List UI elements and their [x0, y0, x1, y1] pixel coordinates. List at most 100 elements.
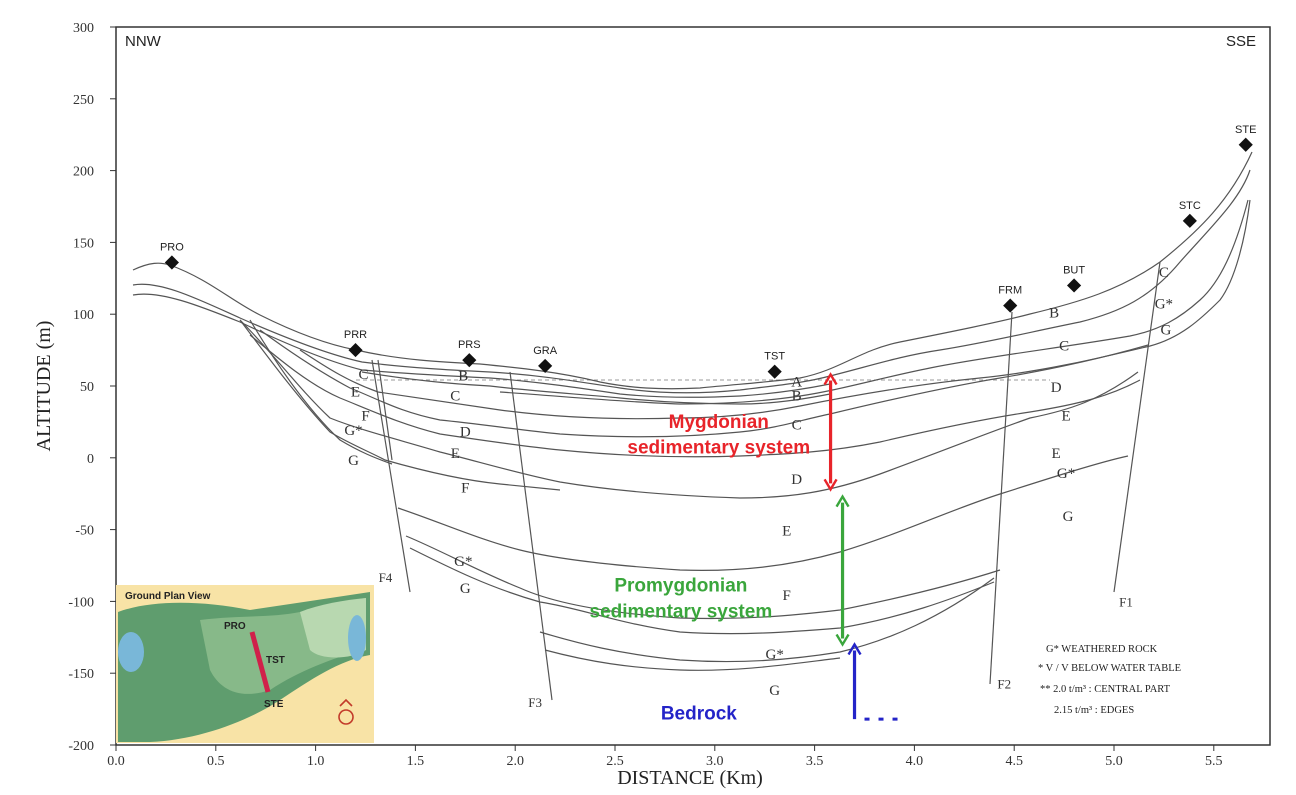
borehole-label: FRM [998, 285, 1022, 297]
layer-label: D [1051, 380, 1062, 396]
north-arrow-circle [338, 709, 354, 725]
layer-label: G [1160, 323, 1171, 339]
borehole-diamond [462, 353, 477, 368]
layer-label: F [461, 481, 469, 497]
x-tick-label: 1.0 [307, 754, 325, 769]
layer-label: D [460, 425, 471, 441]
x-tick-label: 3.5 [806, 754, 824, 769]
north-arrow-pointer [339, 698, 353, 707]
boundary-F-Gstar [239, 319, 561, 491]
layer-label: E [451, 446, 460, 462]
layer-label: D [791, 472, 802, 488]
y-tick-label: 300 [73, 21, 94, 36]
boundary-D-E [249, 334, 1141, 458]
layer-label: C [1059, 338, 1069, 354]
borehole-markers: PRO PRR PRS GRA TST FRM BUT STC STE [160, 124, 1256, 379]
legend-line-4: 2.15 t/m³ : EDGES [1054, 705, 1134, 716]
fault-label: F4 [379, 570, 393, 585]
y-tick-label: 200 [73, 165, 94, 180]
x-tick-label: 2.0 [506, 754, 524, 769]
fault-line-F4-b [377, 359, 393, 461]
fault-lines [371, 261, 1161, 701]
bedrock-annotation: Bedrock [661, 642, 899, 724]
layer-label: G* [454, 554, 472, 570]
boundary-2 [132, 293, 831, 398]
fault-line-F2 [989, 311, 1013, 685]
layer-label: C [358, 367, 368, 383]
layer-label: B [792, 389, 802, 405]
ground-surface-line [132, 151, 1253, 390]
borehole-label: TST [764, 351, 785, 363]
bedrock-label: Bedrock [661, 703, 737, 724]
layer-label: E [1062, 409, 1071, 425]
system-label-line1: Mygdonian [669, 412, 769, 433]
sedimentary-systems: Mygdonian sedimentary system Promygdonian s… [590, 372, 850, 647]
borehole-diamond [1182, 213, 1197, 228]
borehole-diamond [538, 358, 553, 373]
boundary-Gstar-G-deep-2 [539, 577, 995, 663]
inset-lake-east [348, 615, 366, 661]
layer-label: G* [344, 423, 362, 439]
y-tick-label: 0 [87, 452, 94, 467]
borehole-diamond [348, 343, 363, 358]
layer-label: G* [1057, 466, 1075, 482]
system-arrow-1-head-bottom [835, 633, 850, 647]
borehole-diamond [1238, 137, 1253, 152]
x-tick-label: 1.5 [407, 754, 425, 769]
boundary-A-B [499, 199, 1249, 405]
x-tick-label: 0.5 [207, 754, 225, 769]
borehole-diamond [1067, 278, 1082, 293]
layer-label: C [792, 417, 802, 433]
legend-line-1: G* WEATHERED ROCK [1046, 644, 1158, 655]
y-tick-label: -150 [68, 667, 94, 682]
borehole-label: STE [1235, 124, 1256, 136]
inset-label-tst: TST [266, 655, 285, 666]
inset-lake-west [118, 632, 144, 672]
inset-label-ste: STE [264, 699, 284, 710]
boundary-Gstar-G-deep-3 [544, 649, 841, 671]
layer-label: E [782, 524, 791, 540]
boundary-1 [132, 169, 1251, 394]
layer-label: G [460, 581, 471, 597]
fault-label: F1 [1119, 594, 1133, 609]
borehole-label: PRO [160, 242, 184, 254]
fault-line-F1 [1113, 261, 1161, 593]
boundary-C-D [259, 329, 1149, 438]
y-tick-label: 50 [80, 380, 94, 395]
x-tick-label: 5.5 [1205, 754, 1223, 769]
x-tick-label: 4.0 [906, 754, 924, 769]
layer-label: C [1159, 265, 1169, 281]
x-tick-label: 3.0 [706, 754, 724, 769]
y-tick-label: 150 [73, 236, 94, 251]
y-tick-label: -50 [75, 524, 94, 539]
bedrock-arrow-head-top [847, 642, 862, 656]
fault-line-F4-a [371, 359, 411, 593]
borehole-diamond [767, 364, 782, 379]
system-arrow-0-head-bottom [823, 478, 838, 492]
layer-label: A [791, 374, 802, 390]
y-tick-label: -100 [68, 595, 94, 610]
legend-line-2: * V / V BELOW WATER TABLE [1038, 663, 1181, 674]
borehole-label: BUT [1063, 264, 1085, 276]
system-label-line2: sedimentary system [590, 601, 773, 622]
borehole-label: STC [1179, 200, 1201, 212]
borehole-diamond [164, 255, 179, 270]
inset-title: Ground Plan View [125, 591, 211, 602]
layer-label: G* [1155, 297, 1173, 313]
layer-label: C [450, 389, 460, 405]
layer-label: G [348, 453, 359, 469]
layer-label: G [1063, 509, 1074, 525]
y-tick-label: 250 [73, 93, 94, 108]
layer-label: E [351, 384, 360, 400]
stratigraphic-boundaries [132, 151, 1253, 671]
layer-label: B [1049, 305, 1059, 321]
boundary-E-F-deep [397, 455, 1129, 571]
layer-label: B [458, 369, 468, 385]
borehole-diamond [1003, 298, 1018, 313]
layer-label: G [769, 683, 780, 699]
fault-labels: F1 F2 F3 F4 [379, 570, 1133, 710]
fault-label: F3 [528, 695, 542, 710]
x-tick-label: 4.5 [1005, 754, 1023, 769]
